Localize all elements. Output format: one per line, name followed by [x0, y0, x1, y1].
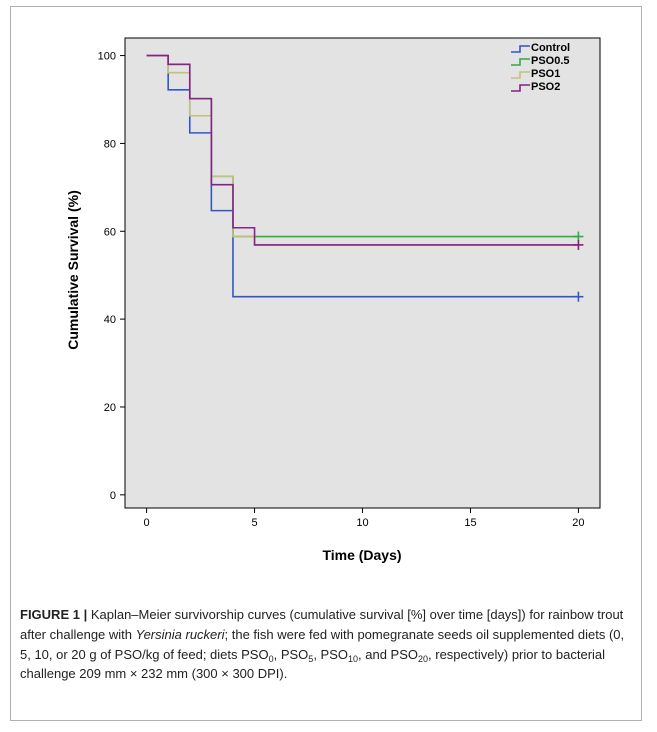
- y-tick-label: 60: [104, 226, 116, 238]
- censor-mark: [573, 239, 584, 250]
- series-layer: [146, 54, 584, 302]
- x-tick-label: 15: [464, 517, 476, 529]
- figure-caption: FIGURE 1 | Kaplan–Meier survivorship cur…: [20, 605, 632, 684]
- y-tick-label: 20: [104, 402, 116, 414]
- y-tick-label: 100: [98, 51, 116, 63]
- censor-mark: [573, 291, 584, 302]
- caption-sub-2: 5: [308, 653, 314, 664]
- caption-sub-4: 20: [418, 653, 429, 664]
- caption-species: Yersinia ruckeri: [135, 626, 225, 642]
- caption-sep-1: , PSO: [273, 646, 309, 662]
- caption-sep-2: , PSO: [313, 646, 348, 662]
- legend-label: PSO1: [531, 68, 560, 80]
- caption-sub-1: 0: [268, 653, 274, 664]
- axes: 0 5 10 15 20 0 20 40 60 80 100: [98, 51, 585, 529]
- legend-label: PSO2: [531, 81, 560, 93]
- y-tick-label: 80: [104, 138, 116, 150]
- censor-mark: [573, 231, 584, 242]
- legend-swatch: [511, 71, 530, 79]
- x-axis-title: Time (Days): [322, 547, 401, 563]
- legend-label: Control: [531, 42, 570, 54]
- km-chart: 0 5 10 15 20 0 20 40 60 80 100 ControlPSO0.5PSO1PS…: [65, 37, 601, 563]
- caption-text-1: Kaplan–Meier survivorship curves (cumula…: [20, 607, 624, 642]
- legend-label: PSO0.5: [531, 55, 570, 67]
- caption-label: FIGURE 1 |: [20, 607, 88, 622]
- y-tick-label: 0: [110, 490, 116, 502]
- x-tick-label: 20: [572, 517, 584, 529]
- legend-swatch: [511, 45, 530, 53]
- caption-sub-3: 10: [348, 653, 359, 664]
- x-tick-label: 10: [356, 517, 368, 529]
- y-tick-label: 40: [104, 314, 116, 326]
- caption-sep-3: , and PSO: [358, 646, 418, 662]
- x-tick-label: 5: [251, 517, 257, 529]
- caption-text-3: , respectively) prior to bacterial chall…: [20, 646, 606, 682]
- y-axis-title: Cumulative Survival (%): [65, 190, 81, 350]
- caption-text-2: ; the fish were fed with pomegranate see…: [20, 626, 625, 662]
- plot-area: [124, 37, 601, 509]
- legend-swatch: [511, 58, 530, 66]
- survival-curve-pso2: [146, 54, 579, 246]
- x-tick-label: 0: [144, 517, 150, 529]
- legend-swatch: [511, 84, 530, 92]
